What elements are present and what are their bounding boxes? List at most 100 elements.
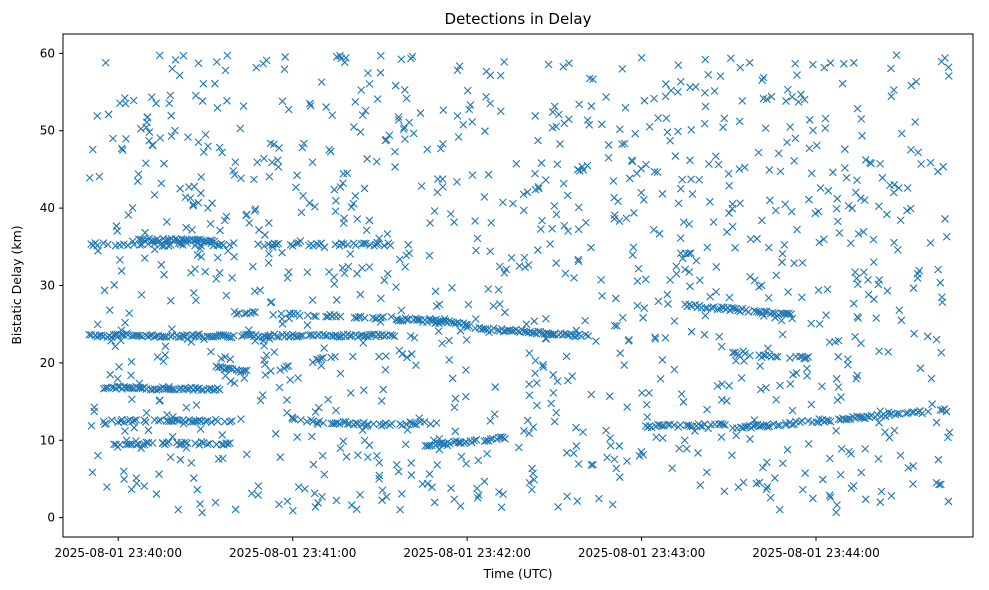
data-point: [524, 260, 533, 269]
data-point: [284, 105, 293, 114]
data-point: [751, 420, 760, 429]
data-point: [195, 416, 204, 424]
data-point: [240, 366, 249, 375]
data-point: [196, 244, 205, 253]
data-point: [401, 262, 410, 271]
data-point: [167, 111, 176, 120]
data-point: [638, 389, 646, 397]
data-point: [156, 134, 165, 142]
data-point: [610, 211, 619, 219]
data-point: [495, 262, 504, 271]
data-point: [276, 366, 285, 375]
data-point: [803, 371, 812, 380]
data-point: [520, 427, 528, 435]
data-point: [474, 491, 483, 499]
data-point: [314, 403, 323, 412]
data-point: [448, 283, 456, 292]
data-point: [762, 458, 771, 467]
data-point: [455, 62, 464, 71]
data-point: [618, 313, 627, 322]
data-point: [788, 92, 797, 101]
data-point: [316, 354, 325, 363]
data-point: [807, 169, 816, 178]
data-point: [937, 348, 946, 357]
data-point: [347, 501, 356, 509]
data-point: [112, 222, 121, 230]
data-point: [724, 169, 733, 178]
data-point: [650, 94, 658, 103]
data-point: [258, 391, 267, 399]
data-point: [712, 262, 721, 271]
data-point: [530, 317, 539, 326]
data-point: [282, 362, 291, 371]
data-point: [404, 240, 413, 249]
data-point: [670, 317, 679, 326]
data-point: [851, 268, 860, 277]
data-point: [791, 134, 800, 143]
data-point: [875, 418, 883, 427]
data-point: [358, 111, 367, 120]
data-point: [696, 422, 705, 430]
data-point: [556, 140, 564, 148]
data-point: [717, 342, 726, 351]
data-point: [703, 243, 712, 252]
data-point: [188, 225, 196, 234]
data-point: [718, 380, 726, 388]
data-point: [396, 505, 404, 514]
data-point: [390, 332, 399, 341]
data-point: [507, 253, 516, 262]
data-point: [99, 417, 108, 426]
data-point: [631, 129, 640, 138]
data-point: [342, 54, 350, 62]
data-point: [836, 470, 845, 479]
data-point: [842, 173, 851, 182]
data-point: [730, 304, 738, 313]
data-point: [394, 467, 403, 476]
y-tick-label: 60: [40, 46, 55, 60]
data-point: [663, 290, 672, 299]
data-point: [87, 421, 96, 430]
data-point: [272, 332, 281, 341]
data-point: [414, 315, 423, 324]
data-point: [664, 420, 672, 429]
data-point: [138, 440, 147, 449]
data-point: [396, 420, 404, 428]
data-point: [501, 308, 509, 317]
data-point: [431, 287, 440, 296]
data-point: [314, 499, 323, 507]
data-point: [349, 123, 358, 131]
data-point: [236, 368, 245, 376]
data-point: [759, 421, 768, 430]
data-point: [487, 218, 496, 227]
data-point: [897, 129, 906, 138]
data-point: [260, 154, 268, 163]
data-point: [712, 287, 721, 296]
data-point: [861, 444, 870, 453]
data-point: [224, 247, 232, 255]
data-point: [194, 198, 203, 207]
data-point: [317, 361, 326, 370]
data-point: [725, 181, 734, 190]
data-point: [654, 297, 663, 306]
data-point: [928, 400, 937, 409]
data-point: [822, 311, 831, 319]
data-point: [908, 408, 916, 417]
data-point: [204, 142, 212, 150]
data-point: [686, 83, 694, 92]
data-point: [391, 147, 399, 156]
data-point: [385, 131, 394, 140]
data-point: [486, 417, 495, 425]
data-point: [512, 159, 521, 168]
y-tick-label: 0: [47, 511, 55, 525]
data-point: [765, 196, 774, 205]
data-point: [857, 468, 866, 477]
data-point: [191, 91, 200, 100]
data-point: [728, 200, 737, 208]
data-point: [569, 449, 578, 458]
data-point: [909, 284, 918, 293]
data-point: [268, 243, 277, 252]
data-point: [232, 365, 241, 374]
data-point: [332, 52, 341, 61]
data-point: [336, 444, 345, 453]
data-point: [841, 145, 849, 154]
